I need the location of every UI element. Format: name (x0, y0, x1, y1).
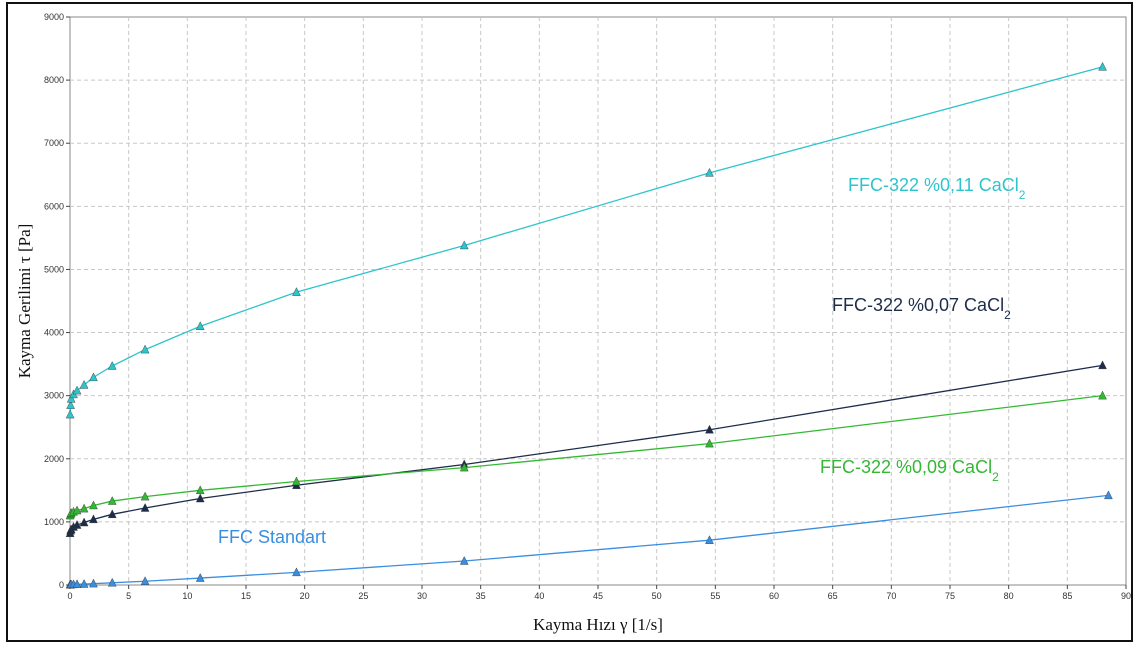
series-label-ffc322-007: FFC-322 %0,07 CaCl2 (832, 295, 1011, 322)
chart-svg: 0 5 10 15 20 25 30 35 40 45 50 55 60 65 70 75 80 85 90 0 100… (15, 12, 1131, 634)
data-point (89, 500, 98, 510)
y-axis-title: Kayma Gerilimi τ [Pa] (15, 224, 34, 379)
data-point (79, 503, 89, 513)
data-point (1104, 490, 1113, 500)
data-point (1098, 390, 1107, 400)
x-tick-label: 85 (1062, 591, 1072, 601)
chart-frame: 0 5 10 15 20 25 30 35 40 45 50 55 60 65 70 75 80 85 90 0 100… (6, 2, 1133, 642)
data-point (195, 485, 205, 495)
x-axis-title: Kayma Hızı γ [1/s] (533, 615, 663, 634)
data-point (72, 579, 82, 588)
data-point (107, 577, 117, 587)
y-tick-label: 6000 (44, 201, 64, 211)
x-tick-label: 10 (182, 591, 192, 601)
x-tick-label: 30 (417, 591, 427, 601)
x-tick-label: 75 (945, 591, 955, 601)
data-point (292, 476, 301, 486)
data-point (72, 520, 82, 529)
y-tick-label: 0 (59, 580, 64, 590)
series-label-subscript: 2 (992, 470, 999, 484)
data-point (195, 321, 205, 330)
series-label-main: FFC-322 %0,09 CaCl (820, 457, 992, 477)
x-tick-label: 45 (593, 591, 603, 601)
x-tick-label: 0 (67, 591, 72, 601)
data-point (705, 535, 714, 544)
series-label-subscript: 2 (1004, 308, 1011, 322)
data-point (107, 361, 117, 370)
data-point (89, 578, 98, 588)
x-tick-label: 80 (1004, 591, 1014, 601)
x-tick-label: 5 (126, 591, 131, 601)
data-point (66, 400, 75, 409)
series-0 (65, 61, 1107, 419)
data-point (140, 344, 150, 354)
y-tick-label: 5000 (44, 264, 64, 274)
series-1 (65, 360, 1107, 537)
data-point (459, 240, 469, 250)
y-tick-label: 7000 (44, 138, 64, 148)
x-tick-label: 15 (241, 591, 251, 601)
series-label-ffc322-009: FFC-322 %0,09 CaCl2 (820, 457, 999, 484)
x-tick-label: 40 (534, 591, 544, 601)
data-point (72, 505, 82, 515)
data-point (195, 573, 205, 582)
series-group (65, 61, 1113, 589)
x-tick-label: 20 (300, 591, 310, 601)
series-label-main: FFC-322 %0,11 CaCl (848, 175, 1019, 195)
data-point (107, 509, 117, 519)
x-tick-label: 70 (886, 591, 896, 601)
data-point (72, 385, 82, 395)
data-point (89, 372, 98, 382)
data-point (140, 503, 150, 512)
series-label-main: FFC Standart (218, 527, 326, 547)
y-tick-label: 2000 (44, 454, 64, 464)
series-2 (65, 390, 1107, 520)
data-point (459, 462, 469, 472)
series-label-subscript: 2 (1019, 188, 1026, 202)
y-tick-label: 4000 (44, 328, 64, 338)
series-label-ffc-standart: FFC Standart (218, 527, 326, 547)
x-tick-label: 90 (1121, 591, 1131, 601)
series-3 (65, 490, 1113, 589)
series-label-ffc322-011: FFC-322 %0,11 CaCl2 (848, 175, 1026, 202)
data-point (140, 576, 150, 585)
data-point (107, 496, 117, 505)
tick-labels: 0 5 10 15 20 25 30 35 40 45 50 55 60 65 70 75 80 85 90 0 100… (44, 12, 1131, 601)
x-tick-label: 25 (358, 591, 368, 601)
data-point (66, 393, 76, 403)
data-point (195, 493, 205, 503)
data-point (140, 491, 150, 501)
x-tick-label: 60 (769, 591, 779, 601)
series-label-main: FFC-322 %0,07 CaCl (832, 295, 1004, 315)
data-point (705, 438, 714, 448)
data-point (1098, 360, 1107, 370)
data-point (79, 379, 89, 389)
y-tick-label: 8000 (44, 75, 64, 85)
data-point (705, 424, 714, 434)
data-point (79, 579, 89, 588)
x-tick-label: 65 (828, 591, 838, 601)
data-point (292, 567, 301, 577)
data-point (292, 287, 301, 296)
y-tick-label: 1000 (44, 517, 64, 527)
data-point (65, 409, 75, 419)
y-tick-label: 9000 (44, 12, 64, 22)
x-tick-label: 50 (652, 591, 662, 601)
data-point (705, 167, 714, 177)
data-point (89, 514, 98, 524)
grid (69, 16, 1127, 586)
y-tick-label: 3000 (44, 391, 64, 401)
x-tick-label: 35 (476, 591, 486, 601)
data-point (1098, 61, 1107, 71)
data-point (79, 517, 89, 527)
x-tick-label: 55 (710, 591, 720, 601)
data-point (459, 556, 469, 565)
